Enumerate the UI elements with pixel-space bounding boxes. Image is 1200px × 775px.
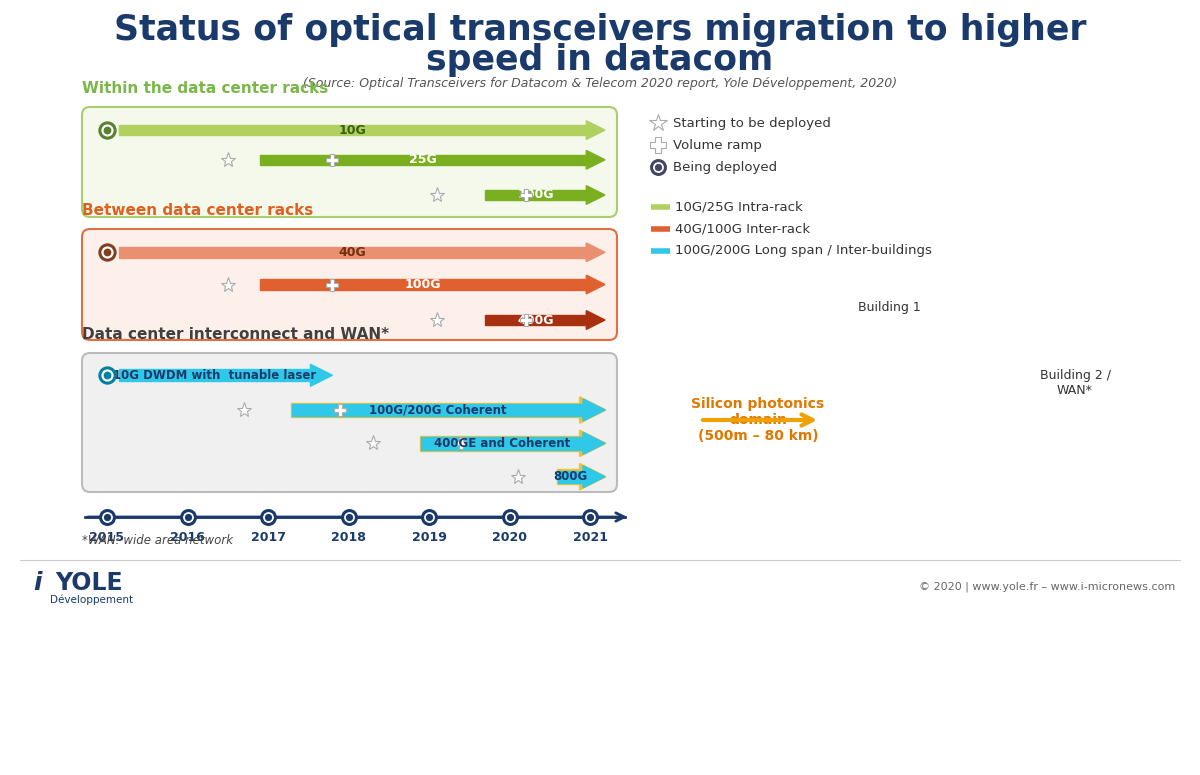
Bar bbox=[260, 279, 587, 290]
Text: Starting to be deployed: Starting to be deployed bbox=[673, 116, 830, 129]
Text: 40G: 40G bbox=[338, 246, 366, 259]
Polygon shape bbox=[587, 121, 605, 140]
Text: Status of optical transceivers migration to higher: Status of optical transceivers migration… bbox=[114, 13, 1086, 47]
Text: 100G/200G Coherent: 100G/200G Coherent bbox=[368, 404, 506, 416]
Bar bbox=[260, 154, 587, 165]
Polygon shape bbox=[587, 275, 605, 294]
Text: 10G DWDM with  tunable laser: 10G DWDM with tunable laser bbox=[113, 369, 317, 382]
FancyBboxPatch shape bbox=[82, 229, 617, 340]
Polygon shape bbox=[580, 397, 606, 423]
Polygon shape bbox=[587, 311, 605, 329]
Text: speed in datacom: speed in datacom bbox=[426, 43, 774, 77]
Text: Développement: Développement bbox=[50, 594, 133, 605]
Text: (Source: Optical Transceivers for Datacom & Telecom 2020 report, Yole Développem: (Source: Optical Transceivers for Dataco… bbox=[302, 77, 898, 89]
Bar bbox=[119, 125, 587, 136]
Polygon shape bbox=[311, 364, 332, 386]
Text: 100G/200G Long span / Inter-buildings: 100G/200G Long span / Inter-buildings bbox=[674, 244, 932, 257]
Text: Within the data center racks: Within the data center racks bbox=[82, 81, 329, 96]
Text: 10G/25G Intra-rack: 10G/25G Intra-rack bbox=[674, 200, 803, 213]
Bar bbox=[119, 369, 311, 381]
Text: 100G: 100G bbox=[404, 278, 442, 291]
Text: 2017: 2017 bbox=[251, 531, 286, 544]
Polygon shape bbox=[583, 466, 605, 487]
Text: 2020: 2020 bbox=[492, 531, 527, 544]
Text: Between data center racks: Between data center racks bbox=[82, 203, 313, 218]
Bar bbox=[485, 190, 587, 200]
Text: 2015: 2015 bbox=[90, 531, 125, 544]
Text: Building 2 /
WAN*: Building 2 / WAN* bbox=[1039, 369, 1110, 397]
Text: 100G: 100G bbox=[517, 188, 554, 202]
Polygon shape bbox=[587, 150, 605, 169]
Text: 10G: 10G bbox=[338, 123, 366, 136]
FancyBboxPatch shape bbox=[82, 107, 617, 217]
Text: YOLE: YOLE bbox=[55, 571, 122, 595]
Text: 2018: 2018 bbox=[331, 531, 366, 544]
Text: i: i bbox=[34, 571, 42, 595]
Bar bbox=[292, 404, 583, 416]
Text: 2021: 2021 bbox=[572, 531, 607, 544]
Polygon shape bbox=[580, 430, 606, 456]
Text: © 2020 | www.yole.fr – www.i-micronews.com: © 2020 | www.yole.fr – www.i-micronews.c… bbox=[919, 582, 1175, 592]
Polygon shape bbox=[580, 463, 606, 490]
Polygon shape bbox=[583, 432, 605, 454]
Polygon shape bbox=[587, 186, 605, 205]
Text: 400G: 400G bbox=[517, 314, 554, 326]
Bar bbox=[421, 437, 583, 450]
Bar bbox=[485, 315, 587, 326]
Text: 2016: 2016 bbox=[170, 531, 205, 544]
Bar bbox=[557, 470, 580, 484]
Text: Data center interconnect and WAN*: Data center interconnect and WAN* bbox=[82, 327, 389, 342]
FancyBboxPatch shape bbox=[82, 353, 617, 492]
Text: 25G: 25G bbox=[409, 153, 437, 167]
Text: 2019: 2019 bbox=[412, 531, 446, 544]
Bar bbox=[558, 470, 583, 483]
Bar bbox=[420, 436, 580, 451]
Text: Being deployed: Being deployed bbox=[673, 160, 778, 174]
Polygon shape bbox=[587, 243, 605, 262]
Bar bbox=[292, 402, 580, 418]
Text: 400GE and Coherent: 400GE and Coherent bbox=[434, 437, 570, 450]
Text: Building 1: Building 1 bbox=[858, 301, 920, 314]
Text: *WAN: wide area network: *WAN: wide area network bbox=[82, 535, 233, 547]
Polygon shape bbox=[583, 399, 605, 421]
Text: 40G/100G Inter-rack: 40G/100G Inter-rack bbox=[674, 222, 810, 235]
Text: 800G: 800G bbox=[553, 470, 588, 483]
Text: Volume ramp: Volume ramp bbox=[673, 139, 762, 151]
Text: Silicon photonics
domain
(500m – 80 km): Silicon photonics domain (500m – 80 km) bbox=[691, 397, 824, 443]
Bar bbox=[119, 247, 587, 257]
